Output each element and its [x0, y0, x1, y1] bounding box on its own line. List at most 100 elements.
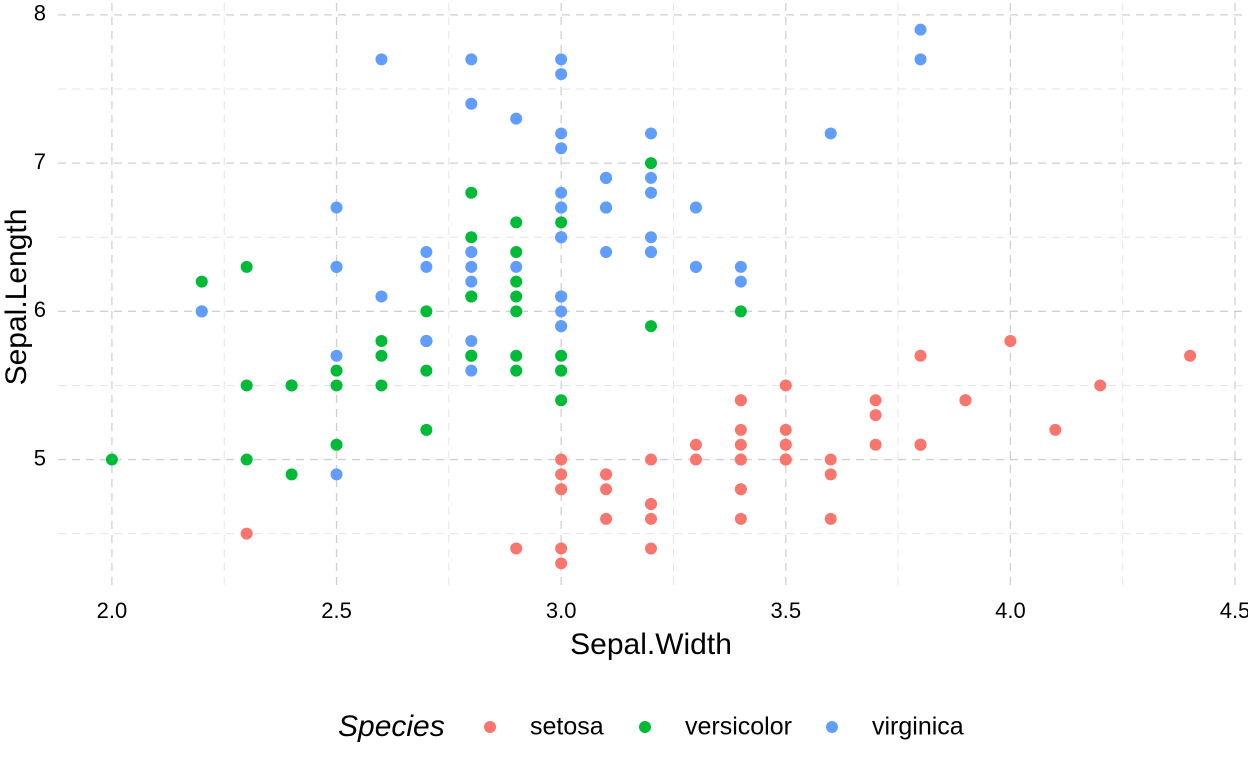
point: [689, 438, 702, 451]
point: [689, 260, 702, 273]
point: [1049, 423, 1062, 436]
point: [645, 231, 657, 244]
point: [734, 512, 747, 525]
point: [330, 349, 343, 362]
point: [555, 557, 568, 570]
point: [465, 290, 478, 303]
point: [240, 379, 253, 392]
x-tick-label: 4.5: [1220, 598, 1248, 623]
point: [1094, 379, 1107, 392]
point: [555, 394, 568, 407]
point: [914, 349, 927, 362]
point: [510, 364, 523, 377]
point: [420, 334, 433, 347]
point: [645, 498, 657, 511]
point: [375, 349, 388, 362]
point: [510, 260, 523, 273]
x-tick-label: 3.0: [546, 598, 577, 623]
point: [465, 364, 478, 377]
point: [600, 246, 613, 259]
point: [824, 127, 837, 140]
point: [555, 483, 568, 496]
point: [105, 453, 118, 466]
point: [555, 542, 568, 555]
point: [914, 53, 927, 66]
point: [824, 468, 837, 481]
y-axis-title: Sepal.Length: [0, 209, 33, 386]
point: [645, 157, 657, 170]
point: [734, 275, 747, 288]
point: [240, 527, 253, 540]
x-tick-label: 2.5: [321, 598, 352, 623]
point: [734, 394, 747, 407]
point: [555, 453, 568, 466]
point: [869, 394, 882, 407]
point: [285, 468, 298, 481]
point: [330, 260, 343, 273]
point: [734, 483, 747, 496]
point: [645, 512, 657, 525]
point: [555, 186, 568, 199]
legend-marker: [826, 721, 838, 733]
point: [510, 246, 523, 259]
point: [420, 305, 433, 318]
point: [779, 423, 792, 436]
point: [555, 349, 568, 362]
point: [330, 468, 343, 481]
point: [465, 260, 478, 273]
point: [420, 246, 433, 259]
point: [195, 305, 208, 318]
point: [645, 320, 657, 333]
point: [465, 275, 478, 288]
point: [465, 246, 478, 259]
point: [465, 334, 478, 347]
point: [465, 186, 478, 199]
point: [734, 260, 747, 273]
point: [600, 483, 613, 496]
point: [779, 438, 792, 451]
point: [510, 290, 523, 303]
point: [375, 290, 388, 303]
point: [555, 201, 568, 214]
legend-label: versicolor: [685, 713, 792, 741]
point: [375, 53, 388, 66]
point: [240, 260, 253, 273]
point: [600, 512, 613, 525]
point: [1184, 349, 1197, 362]
point: [420, 260, 433, 273]
point: [600, 171, 613, 184]
point: [510, 275, 523, 288]
x-tick-label: 3.5: [770, 598, 801, 623]
point: [645, 246, 657, 259]
point: [914, 438, 927, 451]
y-tick-label: 6: [34, 297, 46, 322]
y-tick-label: 8: [34, 1, 46, 26]
point: [869, 409, 882, 422]
y-tick-label: 7: [34, 149, 46, 174]
point: [285, 379, 298, 392]
point: [330, 438, 343, 451]
point: [734, 423, 747, 436]
x-tick-label: 4.0: [995, 598, 1026, 623]
point: [330, 379, 343, 392]
point: [555, 320, 568, 333]
point: [510, 349, 523, 362]
point: [465, 97, 478, 110]
point: [375, 334, 388, 347]
point: [555, 231, 568, 244]
point: [914, 23, 927, 36]
point: [1004, 334, 1017, 347]
point: [420, 364, 433, 377]
point: [510, 542, 523, 555]
point: [689, 453, 702, 466]
x-axis-title: Sepal.Width: [570, 628, 732, 661]
point: [465, 231, 478, 244]
point: [555, 127, 568, 140]
legend-marker: [484, 721, 496, 733]
point: [645, 127, 657, 140]
point: [779, 453, 792, 466]
point: [195, 275, 208, 288]
point: [555, 142, 568, 155]
point: [734, 453, 747, 466]
point: [555, 468, 568, 481]
